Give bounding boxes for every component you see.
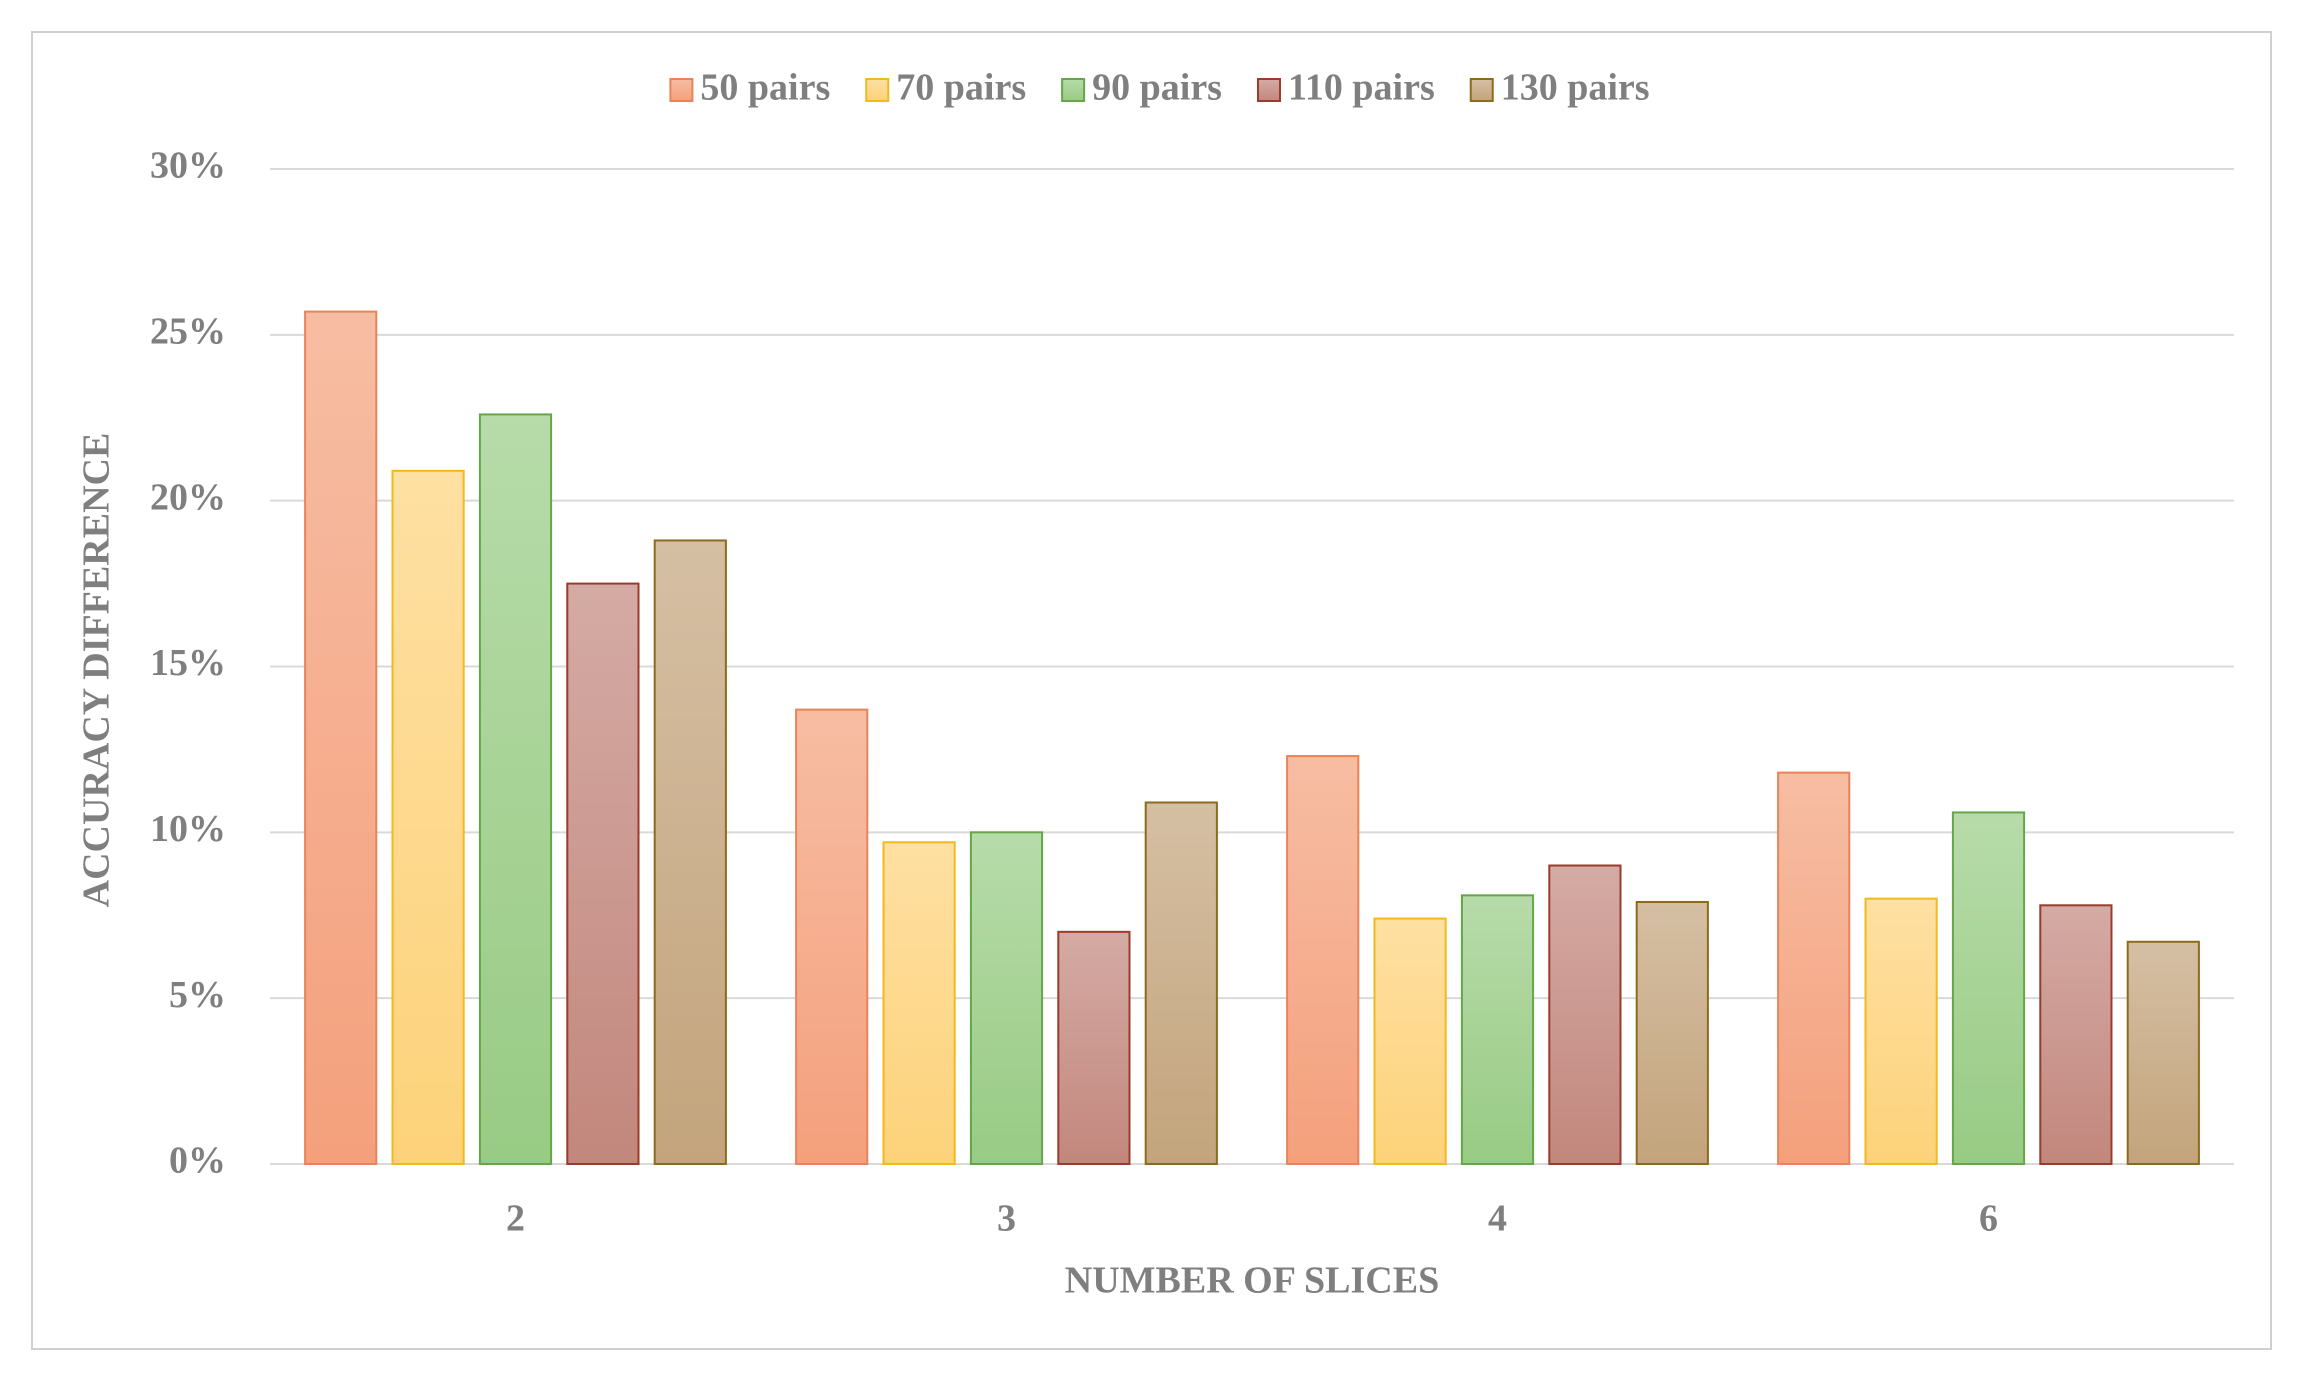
legend-swatch — [865, 78, 890, 102]
bar — [1373, 917, 1447, 1165]
y-tick-label: 30% — [150, 145, 226, 187]
legend-swatch — [1469, 78, 1494, 102]
y-tick-label: 15% — [150, 642, 226, 684]
y-axis-label: ACCURACY DIFFERENCE — [76, 433, 118, 908]
legend-swatch — [1256, 78, 1281, 102]
bar — [795, 708, 869, 1165]
bar — [1460, 894, 1535, 1165]
bar — [1548, 864, 1622, 1165]
bar — [1057, 930, 1131, 1165]
bar — [1286, 755, 1360, 1165]
legend-label: 110 pairs — [1288, 67, 1435, 109]
x-tick-label: 2 — [506, 1198, 525, 1240]
x-axis-label: NUMBER OF SLICES — [1065, 1260, 1439, 1302]
y-tick-label: 20% — [150, 476, 226, 518]
x-tick-label: 3 — [997, 1198, 1016, 1240]
bar — [1864, 897, 1938, 1166]
bar — [1777, 771, 1851, 1166]
legend: 50 pairs 70 pairs 90 pairs 110 pairs 130 pai… — [669, 67, 1650, 109]
legend-label: 90 pairs — [1092, 67, 1222, 109]
bar — [478, 413, 553, 1165]
legend-swatch — [1061, 78, 1086, 102]
bar — [969, 831, 1044, 1165]
y-tick-label: 25% — [150, 311, 226, 353]
y-tick-label: 5% — [169, 974, 226, 1016]
bar — [391, 469, 465, 1166]
bar — [2039, 904, 2113, 1165]
legend-swatch — [669, 78, 694, 102]
bar — [566, 582, 640, 1165]
legend-label: 70 pairs — [896, 67, 1026, 109]
bar — [1635, 900, 1709, 1165]
y-tick-label: 10% — [150, 808, 226, 850]
legend-label: 130 pairs — [1501, 67, 1650, 109]
legend-label: 50 pairs — [700, 67, 830, 109]
bar — [882, 841, 956, 1165]
bar — [1951, 811, 2026, 1166]
bar — [1144, 801, 1218, 1165]
x-tick-label: 4 — [1488, 1198, 1507, 1240]
bar — [653, 539, 727, 1165]
bar — [304, 310, 378, 1166]
y-tick-label: 0% — [169, 1140, 226, 1182]
x-tick-label: 6 — [1979, 1198, 1998, 1240]
bar — [2126, 940, 2200, 1165]
